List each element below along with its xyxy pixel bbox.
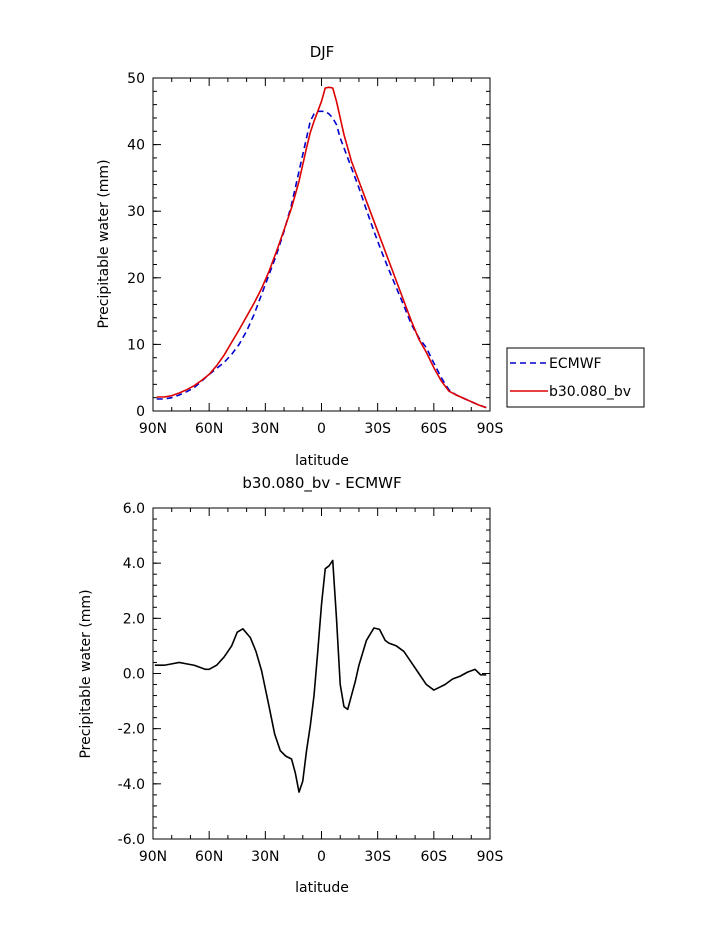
top-chart-y-axis-label-group: Precipitable water (mm) (96, 159, 112, 328)
bottom-y-tick-label: 0.0 (123, 667, 145, 683)
bottom-series-line-0 (154, 559, 487, 793)
top-chart-x-axis-label: latitude (295, 453, 349, 469)
top-y-tick-label: 30 (127, 204, 145, 220)
bottom-x-tick-label: 30S (364, 849, 391, 865)
top-y-tick-label: 50 (127, 71, 145, 87)
top-x-tick-label: 90N (139, 421, 167, 437)
top-chart-series (156, 86, 487, 409)
bottom-x-tick-label: 30N (251, 849, 279, 865)
bottom-y-tick-label: 6.0 (123, 501, 145, 517)
top-x-tick-label: 90S (477, 421, 504, 437)
bottom-y-tick-label: 2.0 (123, 611, 145, 627)
top-chart-ticks: 90N 60N 30N 0 30S 60S 90S 0 10 20 30 40 50 (127, 71, 503, 437)
top-x-tick-label: 30N (251, 421, 279, 437)
legend-label-b30: b30.080_bv (549, 384, 631, 400)
top-chart-frame (152, 77, 491, 412)
bottom-y-tick-label: -6.0 (118, 832, 145, 848)
top-chart-panel: DJF Precipitable water (mm) latitude 90N… (96, 43, 645, 469)
top-y-tick-label: 40 (127, 138, 145, 154)
bottom-y-tick-label: 4.0 (123, 556, 145, 572)
bottom-x-tick-label: 60N (195, 849, 223, 865)
bottom-x-tick-label: 0 (317, 849, 326, 865)
bottom-chart-y-axis-label: Precipitable water (mm) (78, 589, 94, 758)
top-y-tick-label: 10 (127, 337, 145, 353)
bottom-x-tick-label: 90S (477, 849, 504, 865)
legend-label-ecmwf: ECMWF (549, 356, 602, 372)
legend-box (506, 347, 645, 408)
top-chart-y-axis-label: Precipitable water (mm) (96, 159, 112, 328)
top-series-line-1 (156, 86, 487, 409)
bottom-chart-ticks: 90N 60N 30N 0 30S 60S 90S -6.0 -4.0 -2.0 0.0 2.0 4.0… (118, 501, 504, 865)
top-y-tick-label: 20 (127, 271, 145, 287)
bottom-y-tick-label: -4.0 (118, 777, 145, 793)
top-y-tick-label: 0 (136, 404, 145, 420)
bottom-y-tick-label: -2.0 (118, 722, 145, 738)
top-x-tick-label: 60S (420, 421, 447, 437)
top-x-tick-label: 30S (364, 421, 391, 437)
bottom-x-tick-label: 60S (420, 849, 447, 865)
bottom-chart-x-axis-label: latitude (295, 880, 349, 896)
bottom-chart-panel: b30.080_bv - ECMWF Precipitable water (m… (78, 474, 503, 896)
top-chart-legend: ECMWF b30.080_bv (506, 347, 645, 408)
bottom-chart-y-axis-label-group: Precipitable water (mm) (78, 589, 94, 758)
top-chart-title: DJF (310, 43, 335, 61)
top-x-tick-label: 0 (317, 421, 326, 437)
bottom-chart-series (154, 559, 487, 793)
bottom-chart-title: b30.080_bv - ECMWF (242, 474, 401, 493)
top-series-line-0 (156, 110, 487, 409)
bottom-x-tick-label: 90N (139, 849, 167, 865)
top-x-tick-label: 60N (195, 421, 223, 437)
bottom-chart-frame (152, 507, 491, 840)
